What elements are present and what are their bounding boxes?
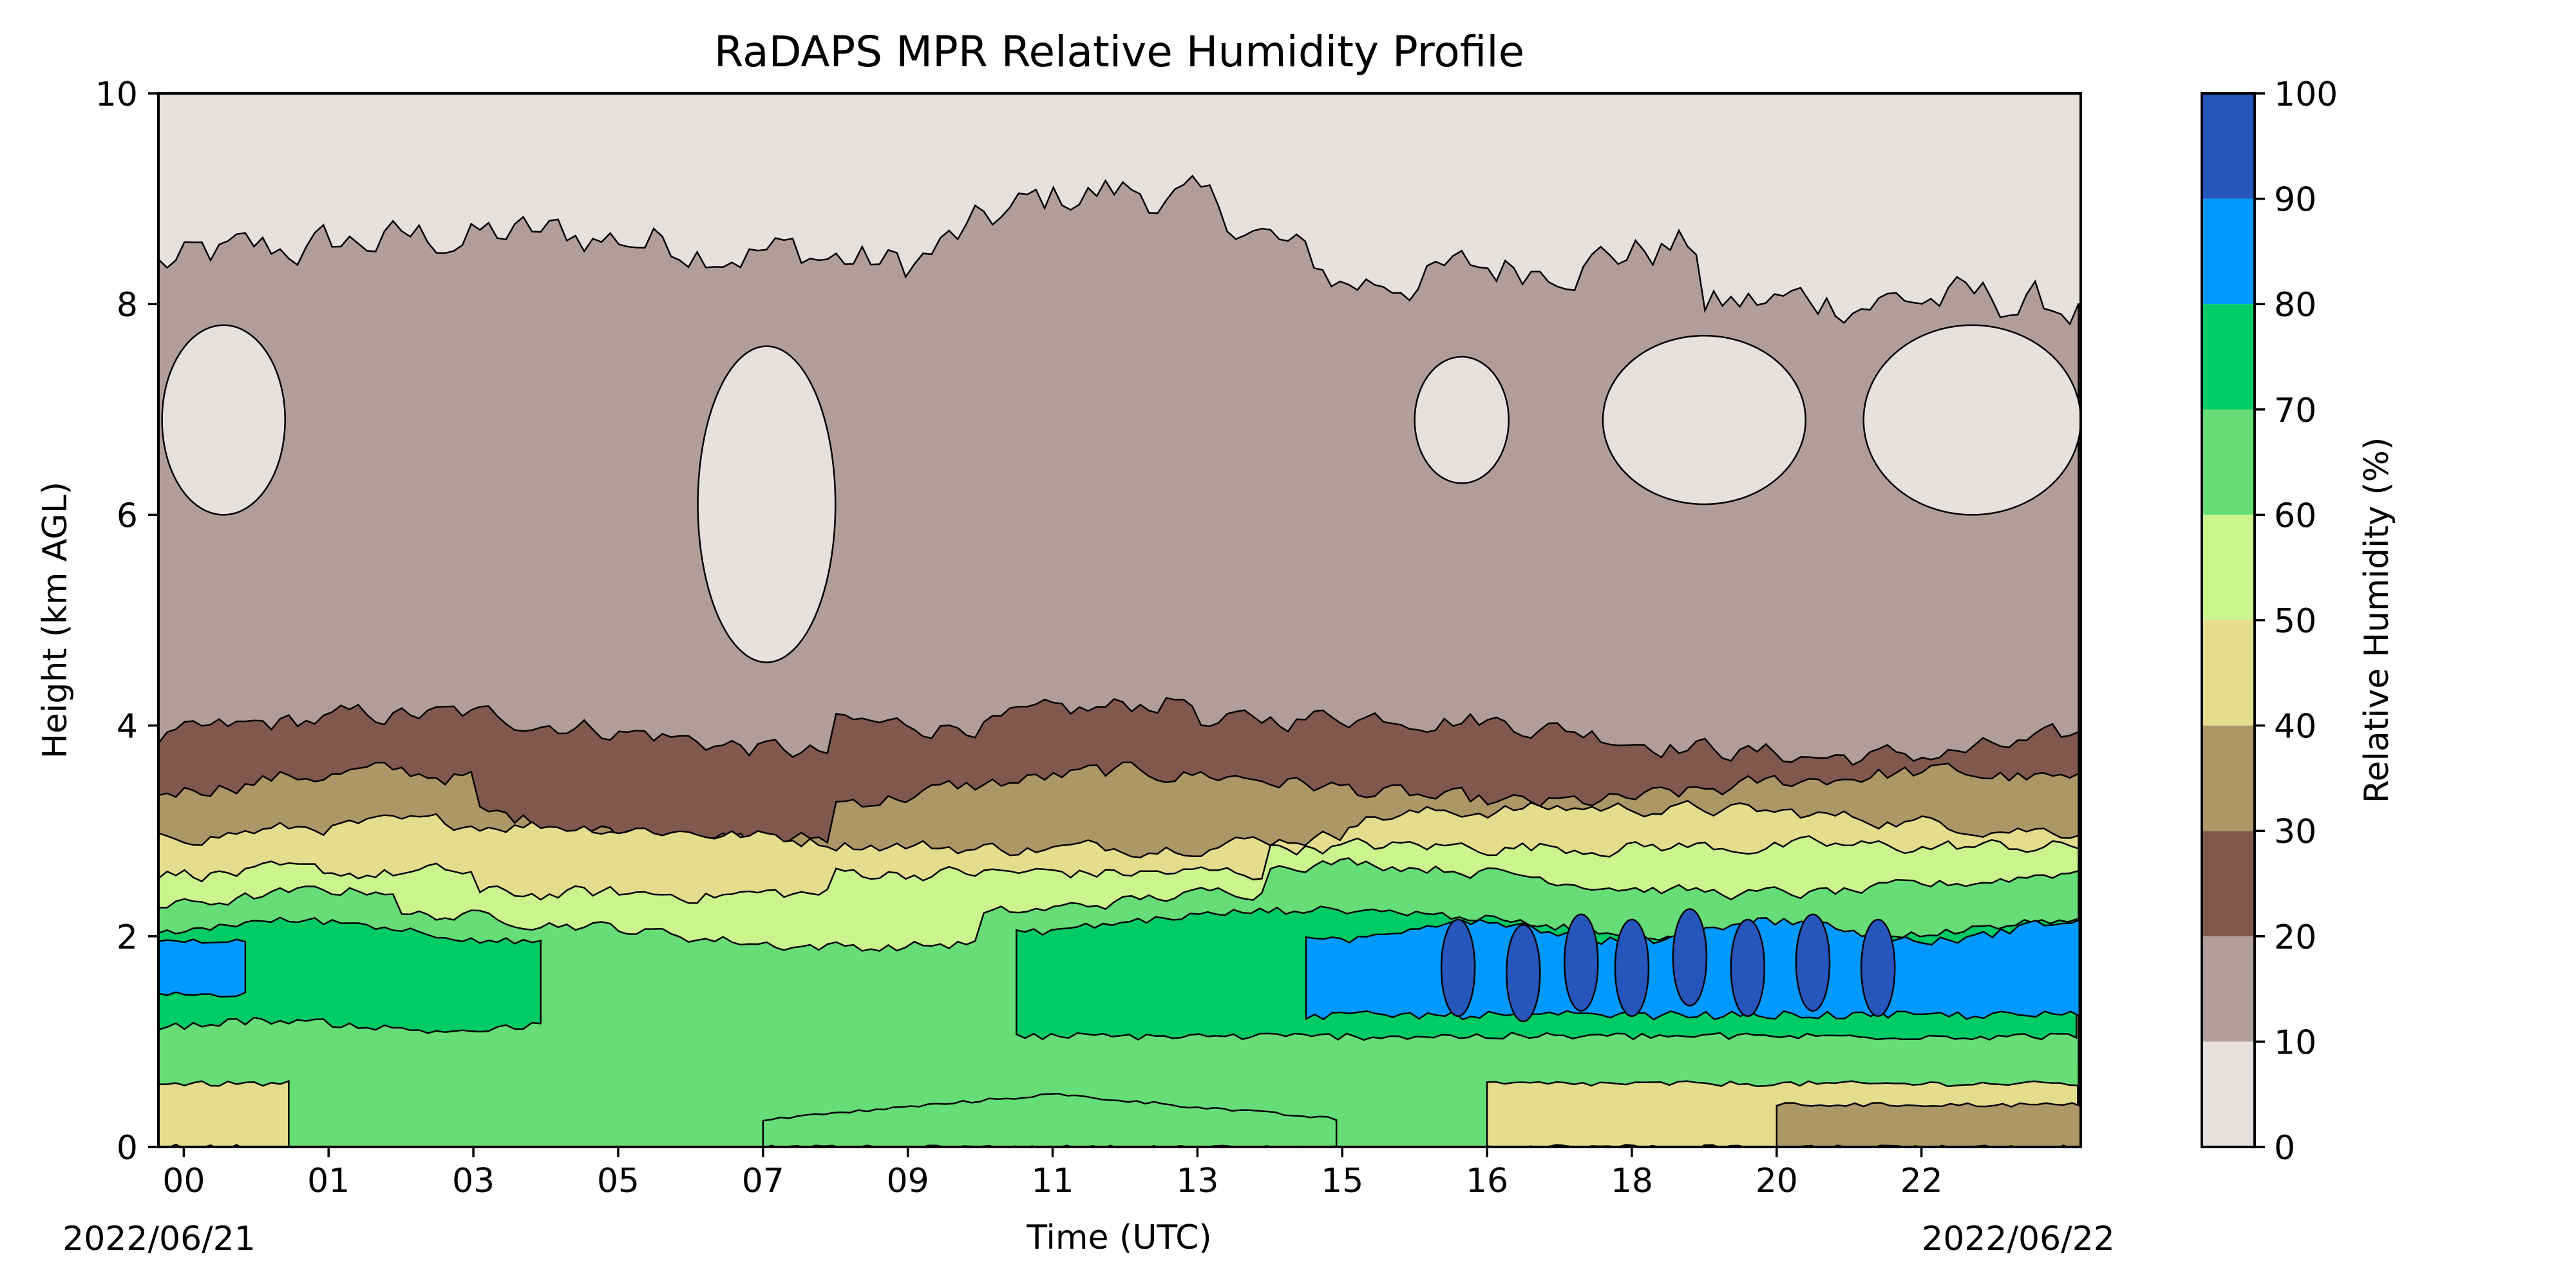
y-tick-label: 2 [117, 918, 138, 957]
band-90-100 [1730, 918, 1766, 1018]
band-90-100 [1563, 913, 1599, 1012]
colorbar-segment [2202, 725, 2255, 831]
colorbar: 0 10 20 30 40 50 60 70 80 90 100 [2201, 75, 2338, 1168]
colorbar-segment [2202, 93, 2255, 199]
colorbar-segment [2202, 831, 2255, 936]
x-tick-label: 00 [162, 1162, 205, 1200]
chart-title: RaDAPS MPR Relative Humidity Profile [714, 27, 1525, 77]
colorbar-tick-label: 50 [2274, 602, 2316, 641]
x-tick-label: 13 [1176, 1162, 1218, 1200]
start-date-label: 2022/06/21 [62, 1220, 256, 1258]
y-tick-label: 0 [117, 1129, 138, 1168]
colorbar-tick-label: 10 [2274, 1023, 2316, 1062]
dry-pocket [161, 324, 287, 516]
dry-pocket [697, 345, 837, 663]
colorbar-tick-label: 40 [2274, 708, 2316, 746]
x-tick-label: 11 [1031, 1162, 1074, 1200]
x-tick-label: 18 [1611, 1162, 1653, 1200]
x-axis-label: Time (UTC) [1026, 1218, 1211, 1257]
colorbar-label: Relative Humidity (%) [2358, 437, 2396, 804]
colorbar-segment [2202, 936, 2255, 1042]
colorbar-segment [2202, 620, 2255, 726]
colorbar-tick-label: 0 [2274, 1129, 2295, 1168]
band-90-100 [1860, 918, 1896, 1018]
x-tick-label: 15 [1321, 1162, 1363, 1200]
band-90-100 [1795, 913, 1831, 1012]
x-tick-label: 16 [1466, 1162, 1508, 1200]
dry-pocket [1602, 335, 1807, 506]
end-date-label: 2022/06/22 [1922, 1220, 2115, 1258]
y-tick-label: 4 [117, 708, 138, 746]
colorbar-tick-label: 60 [2274, 497, 2316, 535]
band-40-50-low-left [158, 1080, 290, 1147]
band-90-100 [1506, 923, 1541, 1023]
y-axis-label: Height (km AGL) [36, 482, 75, 759]
colorbar-tick-label: 80 [2274, 286, 2316, 325]
colorbar-tick-label: 30 [2274, 813, 2316, 851]
y-tick-label: 10 [95, 75, 138, 114]
colorbar-segment [2202, 198, 2255, 305]
band-30-40-low-right [1776, 1102, 2081, 1147]
colorbar-tick-label: 100 [2274, 75, 2338, 114]
x-tick-label: 09 [887, 1162, 929, 1200]
colorbar-tick-label: 20 [2274, 918, 2316, 957]
x-tick-label: 05 [597, 1162, 639, 1200]
x-tick-label: 20 [1756, 1162, 1798, 1200]
colorbar-tick-label: 90 [2274, 181, 2316, 220]
band-90-100 [1614, 918, 1650, 1018]
plot-frame [157, 92, 2082, 1148]
band-90-100 [1672, 908, 1708, 1007]
dry-pocket [1862, 324, 2081, 516]
band-70-80 [158, 916, 542, 1034]
colorbar-segment [2202, 409, 2255, 515]
x-tick-label: 03 [452, 1162, 495, 1200]
colorbar-segment [2202, 515, 2255, 620]
colorbar-segment [2202, 304, 2255, 410]
y-tick-label: 6 [117, 497, 138, 535]
contour-field [158, 93, 2081, 1147]
x-tick-label: 07 [742, 1162, 784, 1200]
y-tick-label: 8 [117, 286, 138, 325]
colorbar-segment [2202, 1041, 2255, 1147]
band-80-90-left [158, 938, 247, 998]
band-90-100 [1440, 918, 1476, 1018]
x-tick-label: 01 [307, 1162, 350, 1200]
y-axis: 0 2 4 6 8 10 [95, 75, 158, 1168]
dry-pocket [1414, 355, 1510, 484]
colorbar-tick-label: 70 [2274, 392, 2316, 430]
x-tick-label: 22 [1900, 1162, 1943, 1200]
x-axis: 00 01 03 05 07 09 11 13 15 16 18 20 22 [162, 1147, 1943, 1200]
